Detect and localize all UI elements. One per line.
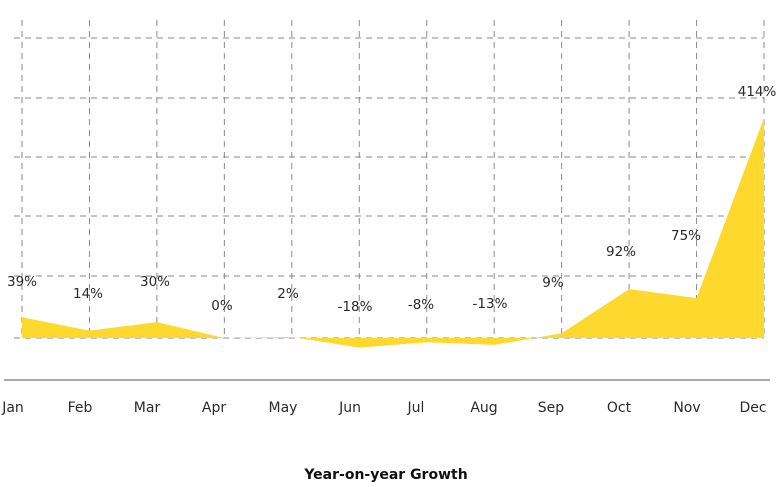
data-label: -8% — [408, 297, 434, 313]
data-label: 92% — [606, 244, 636, 260]
data-label: 14% — [73, 286, 103, 302]
data-label: 75% — [671, 228, 701, 244]
area-layer — [22, 118, 764, 348]
x-tick-label: Dec — [739, 400, 766, 416]
data-label: 39% — [7, 274, 37, 290]
x-tick-label: Jul — [407, 400, 425, 416]
area-series — [22, 118, 764, 348]
grid — [14, 20, 765, 339]
data-labels: 39% 14% 30% 0% 2% -18% -8% -13% 9% 92% 75% 414% — [7, 84, 776, 315]
x-tick-label: Aug — [470, 400, 497, 416]
x-tick-label: Jan — [1, 400, 24, 416]
data-label: 414% — [738, 84, 777, 100]
x-tick-label: Nov — [673, 400, 700, 416]
data-label: 9% — [542, 275, 564, 291]
x-tick-label: May — [269, 400, 298, 416]
x-tick-label: Oct — [607, 400, 632, 416]
x-tick-label: Feb — [68, 400, 93, 416]
data-label: -18% — [338, 299, 373, 315]
data-label: 0% — [211, 298, 233, 314]
x-tick-label: Sep — [538, 400, 565, 416]
x-tick-label: Jun — [338, 400, 361, 416]
x-tick-label: Mar — [134, 400, 161, 416]
x-tick-label: Apr — [202, 400, 226, 416]
data-label: 2% — [277, 286, 299, 302]
x-axis-title: Year-on-year Growth — [303, 467, 467, 483]
x-tick-labels: Jan Feb Mar Apr May Jun Jul Aug Sep Oct Nov Dec — [1, 400, 766, 416]
data-label: -13% — [473, 296, 508, 312]
data-label: 30% — [140, 274, 170, 290]
